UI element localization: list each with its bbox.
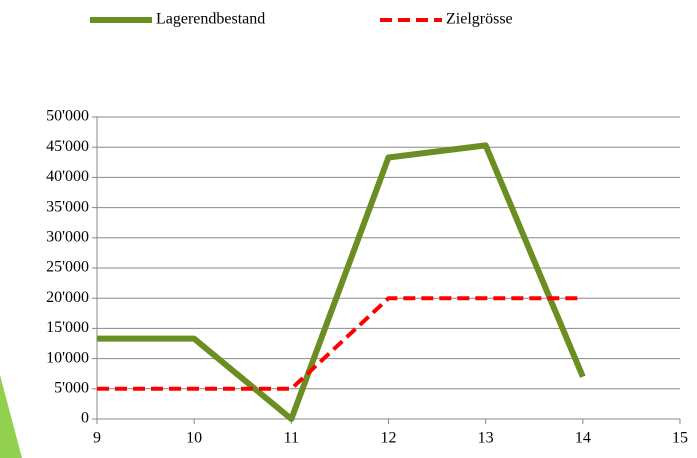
x-tick-label: 14 bbox=[575, 430, 591, 447]
x-tick-label: 15 bbox=[672, 430, 688, 447]
y-tick-label: 40'000 bbox=[46, 168, 89, 185]
y-tick-label: 20'000 bbox=[46, 289, 89, 306]
y-tick-label: 35'000 bbox=[46, 198, 89, 215]
x-tick-label: 12 bbox=[381, 430, 397, 447]
x-tick-label: 9 bbox=[93, 430, 101, 447]
series-line bbox=[97, 142, 586, 422]
x-tick-label: 10 bbox=[186, 430, 202, 447]
y-tick-label: 5'000 bbox=[54, 379, 89, 396]
x-tick-label: 11 bbox=[284, 430, 299, 447]
series-line bbox=[97, 296, 583, 391]
y-tick-label: 0 bbox=[81, 410, 89, 427]
y-tick-label: 25'000 bbox=[46, 259, 89, 276]
legend-label: Lagerendbestand bbox=[156, 11, 265, 28]
decoration bbox=[0, 375, 22, 458]
y-tick-label: 10'000 bbox=[46, 349, 89, 366]
y-tick-label: 50'000 bbox=[46, 108, 89, 125]
y-tick-label: 45'000 bbox=[46, 138, 89, 155]
legend-label: Zielgrösse bbox=[446, 11, 513, 28]
x-tick-label: 13 bbox=[478, 430, 494, 447]
y-tick-label: 15'000 bbox=[46, 319, 89, 336]
y-tick-label: 30'000 bbox=[46, 228, 89, 245]
